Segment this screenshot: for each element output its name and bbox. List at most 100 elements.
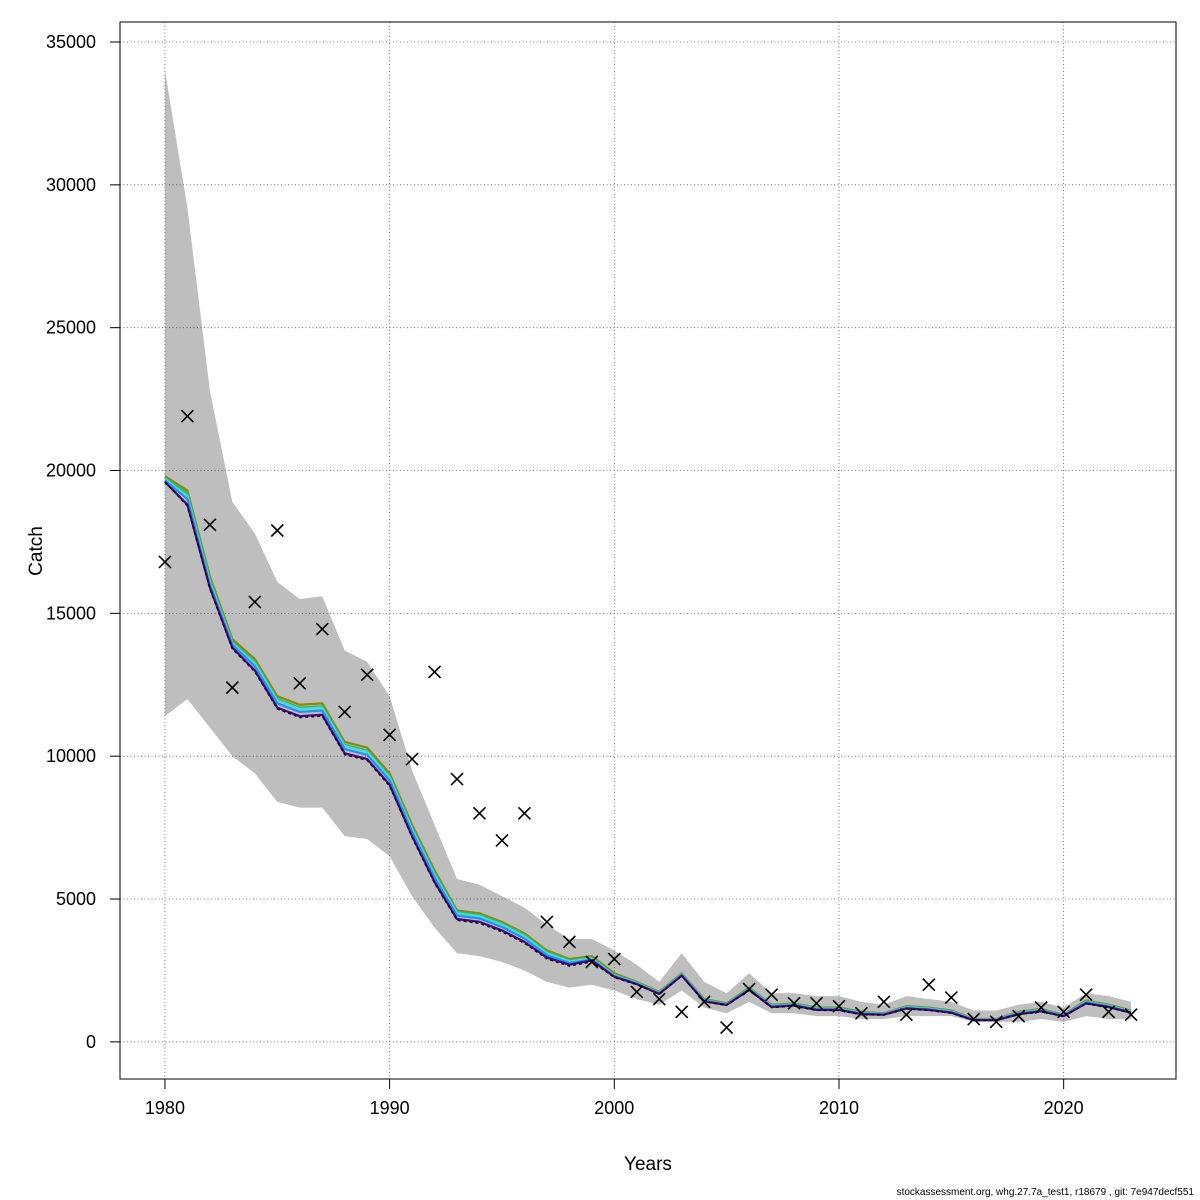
observed-point — [540, 915, 554, 929]
observed-point — [765, 988, 779, 1002]
observed-point — [922, 978, 936, 992]
observed-point-stroke — [315, 622, 329, 636]
observed-point-stroke — [854, 1006, 869, 1020]
axes: 1980 1990 2000 2010 2020 0 5000 10000 15000 20000… — [46, 21, 1177, 1118]
observed-point-stroke — [1034, 1001, 1048, 1015]
x-tick-label: 2020 — [1044, 1098, 1084, 1118]
series-line-6 — [164, 481, 1132, 1022]
series-line-5 — [164, 481, 1132, 1022]
y-tick-label: 10000 — [46, 746, 96, 766]
observed-point-stroke — [517, 806, 531, 820]
observed-point-stroke — [899, 1008, 913, 1022]
y-tick-label: 20000 — [46, 461, 96, 481]
observed-point — [338, 705, 352, 719]
observed-point — [315, 622, 329, 636]
observed-point — [585, 955, 599, 969]
observed-point — [720, 1021, 734, 1035]
x-tick-label: 2000 — [594, 1098, 634, 1118]
observed-point-stroke — [248, 595, 262, 609]
observed-point-stroke — [675, 1005, 689, 1019]
observed-point — [652, 992, 666, 1006]
observed-point-stroke — [293, 676, 307, 690]
observed-point-stroke — [1057, 1005, 1071, 1019]
observed-point — [967, 1012, 981, 1026]
observed-point-stroke — [405, 752, 419, 766]
observed-point-stroke — [180, 409, 194, 423]
observed-point — [607, 952, 621, 966]
observed-point-stroke — [967, 1012, 981, 1026]
x-tick-label: 2010 — [819, 1098, 859, 1118]
observed-point — [1124, 1008, 1138, 1022]
observed-point — [248, 595, 262, 609]
observed-point — [405, 752, 419, 766]
observed-point-stroke — [338, 705, 352, 719]
observed-point-stroke — [765, 988, 779, 1002]
observed-point — [675, 1005, 689, 1019]
observed-point — [495, 833, 509, 848]
observed-point — [742, 982, 756, 996]
y-axis-title: Catch — [26, 526, 47, 576]
observed-point-stroke — [495, 833, 509, 848]
observed-point — [877, 995, 891, 1009]
observed-point-stroke — [877, 995, 891, 1009]
observed-point-stroke — [203, 518, 217, 532]
observed-point-stroke — [832, 999, 846, 1013]
observed-point-stroke — [540, 915, 554, 929]
observed-point-stroke — [742, 982, 756, 996]
observed-point-stroke — [720, 1021, 734, 1035]
observed-points — [158, 409, 1138, 1035]
observed-point — [427, 665, 442, 679]
x-axis-title: Years — [624, 1154, 672, 1175]
observed-point — [809, 996, 824, 1010]
observed-point-stroke — [450, 772, 464, 786]
observed-point-stroke — [787, 996, 801, 1010]
observed-point — [787, 996, 801, 1010]
observed-point — [630, 985, 644, 999]
observed-point — [270, 523, 284, 538]
observed-point-stroke — [270, 523, 284, 538]
observed-point-stroke — [1012, 1009, 1026, 1023]
observed-point — [989, 1015, 1003, 1029]
observed-point — [562, 935, 576, 949]
footer-credit: stockassessment.org, whg.27.7a_test1, r1… — [896, 1187, 1194, 1198]
y-tick-label: 25000 — [46, 318, 96, 338]
y-tick-label: 5000 — [56, 889, 96, 909]
plot-frame — [119, 21, 1177, 1080]
observed-point — [944, 991, 958, 1005]
observed-point-stroke — [225, 681, 239, 695]
confidence-band — [164, 70, 1132, 1022]
observed-point-stroke — [383, 728, 397, 742]
observed-point-stroke — [944, 991, 958, 1005]
x-tick-label: 1990 — [370, 1098, 410, 1118]
observed-point-stroke — [697, 995, 711, 1009]
observed-point — [293, 676, 307, 690]
observed-point-stroke — [472, 806, 487, 820]
observed-point — [1057, 1005, 1071, 1019]
observed-point — [1102, 1005, 1116, 1019]
observed-point — [1034, 1001, 1048, 1015]
series-lines — [164, 475, 1132, 1022]
observed-point — [832, 999, 846, 1013]
confidence-band-area — [164, 70, 1132, 1022]
observed-point — [450, 772, 464, 786]
observed-point — [1079, 988, 1093, 1002]
observed-point-stroke — [562, 935, 576, 949]
observed-point — [158, 555, 172, 569]
observed-point-stroke — [360, 668, 374, 682]
observed-point — [697, 995, 711, 1009]
observed-point — [899, 1008, 913, 1022]
observed-point-stroke — [630, 985, 644, 999]
x-tick-label: 1980 — [145, 1098, 185, 1118]
observed-point-stroke — [809, 996, 824, 1010]
observed-point — [383, 728, 397, 742]
observed-point-stroke — [922, 978, 936, 992]
observed-point-stroke — [1124, 1008, 1138, 1022]
observed-point — [517, 806, 531, 820]
observed-point-stroke — [607, 952, 621, 966]
observed-point-stroke — [585, 955, 599, 969]
y-tick-label: 30000 — [46, 175, 96, 195]
y-tick-label: 35000 — [46, 32, 96, 52]
observed-point — [360, 668, 374, 682]
observed-point-stroke — [1102, 1005, 1116, 1019]
